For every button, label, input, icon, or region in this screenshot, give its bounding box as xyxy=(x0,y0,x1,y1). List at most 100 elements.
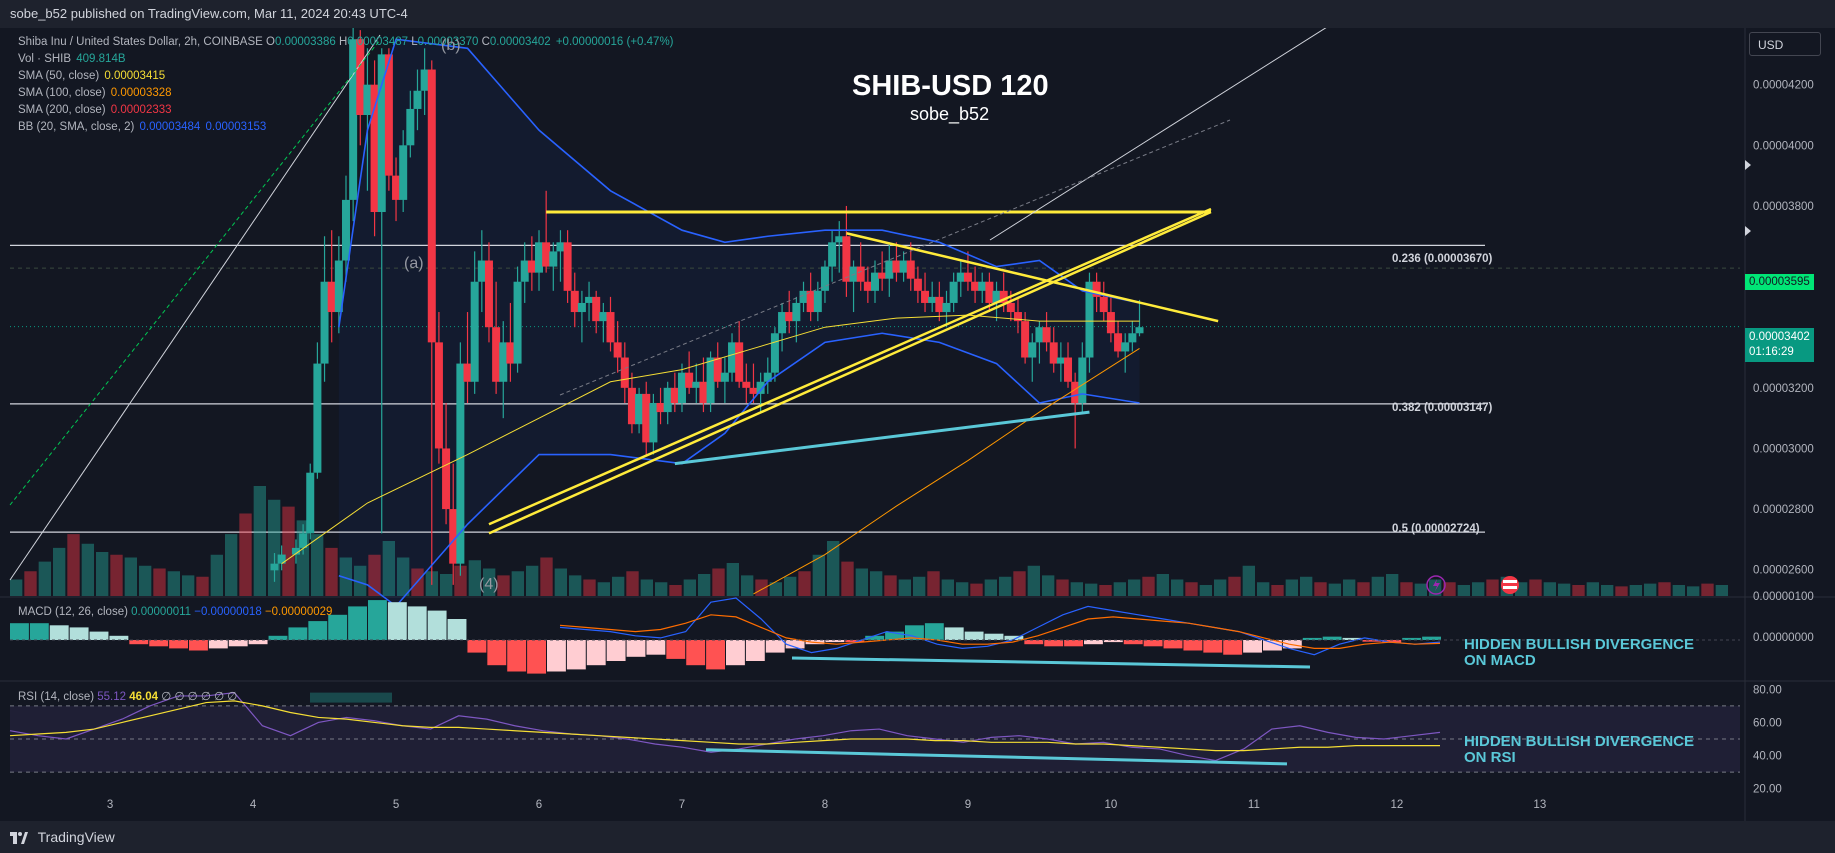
wave-label-4: (4) xyxy=(479,576,499,593)
volume-bar-60 xyxy=(870,571,883,596)
time-tick-7: 7 xyxy=(679,799,685,811)
macd-signal-line xyxy=(559,614,1441,649)
volume-bar-94 xyxy=(1357,582,1370,596)
candle-body-100 xyxy=(992,290,1001,303)
candle-body-78 xyxy=(835,236,844,243)
macd-hist-22 xyxy=(447,619,467,640)
candle-body-76 xyxy=(820,266,829,291)
volume-bar-71 xyxy=(1027,565,1040,596)
volume-bar-54 xyxy=(784,576,797,596)
volume-bar-79 xyxy=(1142,576,1155,596)
volume-bar-58 xyxy=(841,561,854,596)
volume-bar-91 xyxy=(1314,582,1327,596)
currency-button[interactable]: USD xyxy=(1749,32,1821,56)
candle-body-34 xyxy=(520,260,529,282)
volume-bar-36 xyxy=(526,565,539,596)
macd-hist-16 xyxy=(328,614,348,640)
candle-body-116 xyxy=(1106,312,1115,334)
volume-bar-75 xyxy=(1085,583,1098,596)
volume-bar-12 xyxy=(182,575,195,596)
volume-bar-41 xyxy=(597,582,610,596)
volume-bar-52 xyxy=(755,579,768,596)
macd-hist-2 xyxy=(49,625,69,640)
candle-body-69 xyxy=(770,333,779,373)
macd-hist-11 xyxy=(228,640,248,647)
ohlc-value-o: 0.00003386 xyxy=(274,36,336,48)
bb-upper-line xyxy=(338,38,1140,328)
volume-bar-57 xyxy=(827,541,840,596)
candle-body-8 xyxy=(334,260,343,313)
ohlc-value-h: 0.00003487 xyxy=(347,36,409,48)
volume-bar-110 xyxy=(1586,582,1599,596)
candle-body-114 xyxy=(1092,281,1101,297)
volume-bar-107 xyxy=(1543,582,1556,596)
macd-tick-1: 0.00000000 xyxy=(1753,632,1814,644)
candle-body-61 xyxy=(713,357,722,382)
fib-label-0382: 0.382 (0.00003147) xyxy=(1392,402,1493,414)
candle-body-102 xyxy=(1006,302,1015,313)
volume-bar-39 xyxy=(569,575,582,596)
volume-bar-50 xyxy=(726,563,739,596)
macd-hist-36 xyxy=(726,640,745,666)
candle-body-85 xyxy=(885,260,894,279)
macd-hist-24 xyxy=(487,640,507,666)
volume-bar-73 xyxy=(1056,579,1069,596)
volume-bar-86 xyxy=(1242,565,1255,596)
macd-hist-31 xyxy=(626,640,646,657)
candle-body-58 xyxy=(692,381,701,388)
footer-bar: TradingView xyxy=(0,821,1835,853)
symbol-label: Shiba Inu / United States Dollar, 2h, CO… xyxy=(18,36,263,48)
candle-body-57 xyxy=(685,372,694,388)
candle-body-98 xyxy=(978,281,987,291)
candle-body-28 xyxy=(477,260,486,282)
volume-bar-109 xyxy=(1572,585,1585,596)
macd-hist-21 xyxy=(427,610,447,640)
candle-body-27 xyxy=(470,281,479,382)
candle-body-70 xyxy=(778,312,787,334)
volume-bar-27 xyxy=(397,557,410,596)
volume-bar-14 xyxy=(210,554,223,596)
candle-body-96 xyxy=(963,272,972,282)
candle-body-23 xyxy=(442,448,451,510)
candle-body-82 xyxy=(863,281,872,291)
macd-annotation: HIDDEN BULLISH DIVERGENCE ON MACD xyxy=(1464,637,1694,669)
macd-hist-57 xyxy=(1143,640,1163,647)
chart-canvas[interactable]: 0.00004200 0.00004000 0.00003800 0.00003200… xyxy=(0,28,1835,821)
candle-body-89 xyxy=(913,278,922,291)
volume-bar-87 xyxy=(1257,582,1270,596)
candle-body-13 xyxy=(370,84,379,213)
volume-bar-96 xyxy=(1386,574,1399,596)
candle-body-3 xyxy=(299,533,308,548)
candle-body-31 xyxy=(499,342,508,382)
volume-bar-19 xyxy=(282,506,295,596)
macd-hist-17 xyxy=(348,606,367,640)
ohlc-key-o: O xyxy=(266,36,275,48)
volume-bar-89 xyxy=(1285,579,1298,596)
volume-bar-42 xyxy=(612,576,625,596)
macd-annotation-line1: HIDDEN BULLISH DIVERGENCE xyxy=(1464,636,1695,653)
candle-body-84 xyxy=(878,272,887,279)
volume-bar-77 xyxy=(1113,582,1126,596)
volume-bar-116 xyxy=(1672,585,1685,596)
volume-bar-2 xyxy=(38,561,51,596)
volume-bar-32 xyxy=(468,560,481,596)
volume-bar-8 xyxy=(124,557,137,596)
macd-hist-10 xyxy=(208,640,228,649)
volume-bar-67 xyxy=(970,583,983,596)
macd-hist-71 xyxy=(1422,636,1441,640)
volume-bar-92 xyxy=(1328,583,1341,596)
volume-bar-88 xyxy=(1271,585,1284,596)
candle-body-79 xyxy=(842,236,851,282)
volume-bar-7 xyxy=(110,554,123,596)
volume-bar-68 xyxy=(984,579,997,596)
macd-hist-0 xyxy=(10,623,29,640)
macd-hist-33 xyxy=(666,640,686,659)
macd-hist-54 xyxy=(1084,640,1103,645)
wave-label-a: (a) xyxy=(404,255,424,272)
candle-body-118 xyxy=(1121,342,1130,352)
candle-body-92 xyxy=(935,296,944,313)
macd-hist-6 xyxy=(129,640,149,645)
time-tick-9: 9 xyxy=(965,799,971,811)
macd-hist-3 xyxy=(69,627,89,640)
candle-body-106 xyxy=(1035,327,1044,343)
